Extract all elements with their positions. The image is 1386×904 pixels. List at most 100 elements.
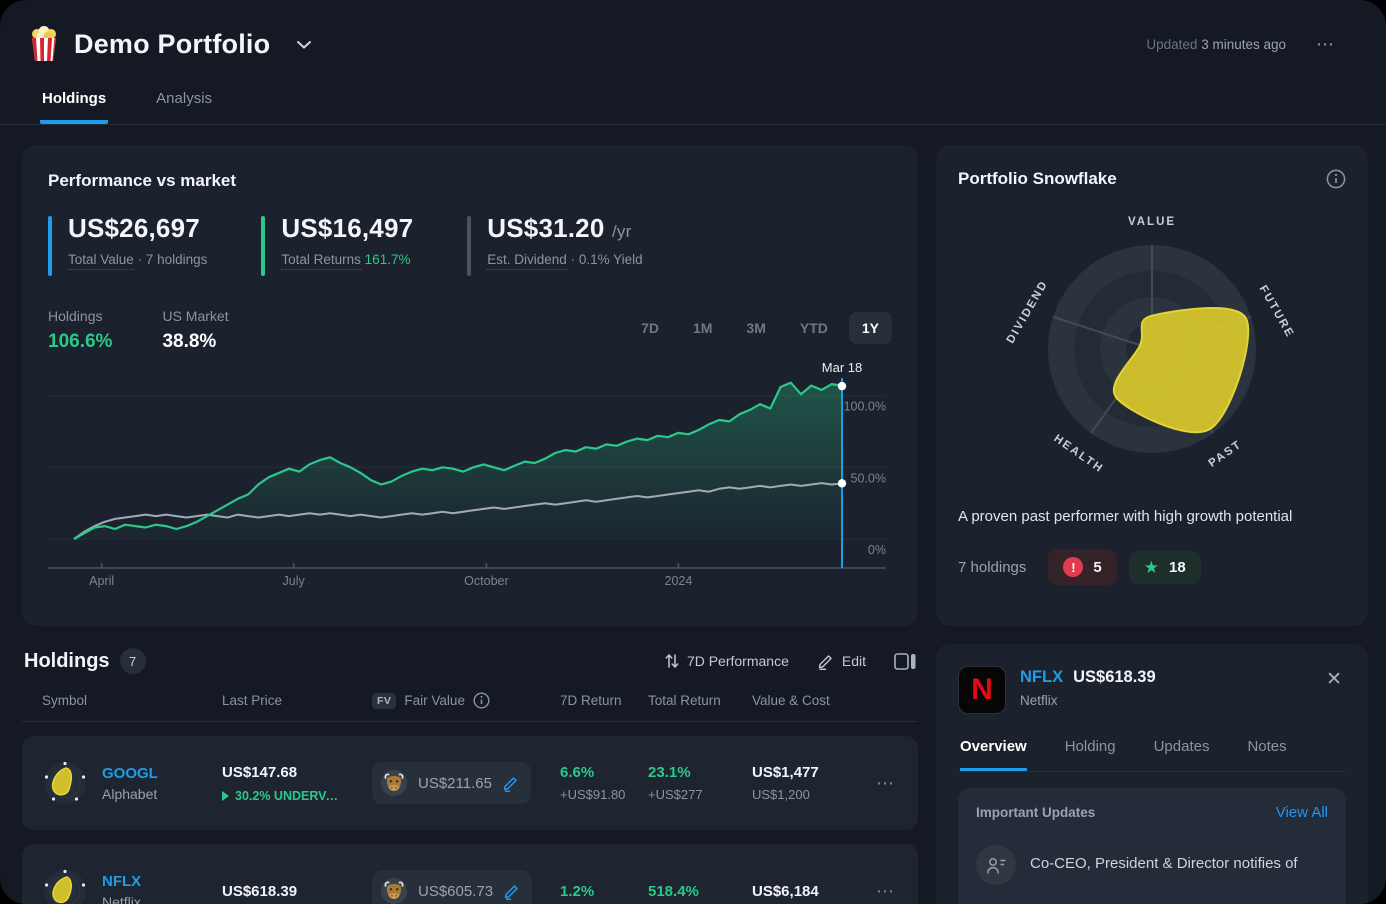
pencil-icon [818,654,832,670]
stat-bar-blue [48,216,52,276]
valuation-flag: 30.2% UNDERVALUED [222,789,372,803]
company-name: Alphabet [102,785,158,802]
col-total-return[interactable]: Total Return [648,693,721,708]
sort-control[interactable]: 7D Performance [665,653,789,669]
header-overflow-menu-icon[interactable]: ⋯ [1316,33,1336,54]
range-3m[interactable]: 3M [746,320,766,336]
fair-value-pill[interactable]: US$211.65 [372,762,531,804]
bull-icon [381,878,407,904]
stock-detail-card: N NFLX US$618.39 Netflix ✕ Overview Hold… [936,644,1368,904]
header: Demo Portfolio Updated 3 minutes ago ⋯ [0,0,1386,62]
snowflake-card: Portfolio Snowflake VALUE FUTURE PAST HEALT… [936,145,1368,626]
time-range-selector: 7D 1M 3M YTD 1Y [628,312,892,344]
mini-snowflake-icon [44,761,86,804]
company-name: Netflix [102,893,141,904]
detail-symbol[interactable]: NFLX [1020,668,1064,686]
alert-icon: ! [1063,557,1084,577]
range-1m[interactable]: 1M [692,320,713,336]
svg-text:VALUE: VALUE [1128,216,1176,228]
svg-text:July: July [283,574,306,588]
fair-value-pill[interactable]: US$605.73 [372,870,533,904]
row-overflow-menu-icon[interactable]: ⋯ [876,880,895,901]
row-overflow-menu-icon[interactable]: ⋯ [876,772,895,793]
7d-return-pct: 1.2% [560,882,595,900]
range-ytd[interactable]: YTD [799,320,828,336]
popcorn-icon [32,26,56,61]
side-panel-toggle-button[interactable] [894,652,916,670]
snowflake-radar-chart[interactable]: VALUE FUTURE PAST HEALTH DIVIDEND [958,189,1346,495]
col-symbol[interactable]: Symbol [42,693,88,708]
7d-return-abs: +US$91.80 [560,787,626,802]
symbol-link[interactable]: GOOGL [102,764,158,782]
mini-snowflake-icon [44,869,86,904]
svg-text:50.0%: 50.0% [851,471,886,485]
total-returns-label: Total Returns 161.7% [281,252,413,270]
holding-value: US$1,477 [752,764,819,781]
star-icon: ★ [1143,557,1159,577]
update-text: Co-CEO, President & Director notifies of [1030,855,1298,872]
snowflake-holdings-count: 7 holdings [958,558,1027,576]
tab-analysis[interactable]: Analysis [156,90,213,107]
svg-text:Mar 18: Mar 18 [822,361,862,375]
stat-bar-gray [467,216,472,276]
edit-fair-value-pencil-icon[interactable] [502,775,519,792]
detail-price: US$618.39 [1073,668,1156,686]
snowflake-info-icon[interactable] [1326,169,1346,189]
stat-est-dividend: US$31.20 /yr Est. Dividend · 0.1% Yield [467,213,643,276]
total-return-abs: +US$277 [648,787,703,802]
col-last-price[interactable]: Last Price [222,693,283,708]
range-7d[interactable]: 7D [641,320,659,336]
svg-text:DIVIDEND: DIVIDEND [1005,278,1051,345]
performance-chart[interactable]: 100.0% 50.0% 0% April July October 2024 Mar 18 [48,361,892,597]
detail-tab-updates[interactable]: Updates [1153,738,1210,755]
total-return-pct: 23.1% [648,764,691,781]
important-updates-panel: Important Updates View All Co-CEO, Presi… [958,788,1346,904]
holding-row-googl[interactable]: GOOGL Alphabet US$147.68 30.2% UNDERVAL U… [22,736,918,830]
holdings-title: Holdings [24,649,110,672]
svg-text:HEALTH: HEALTH [1051,433,1105,476]
col-value-cost[interactable]: Value & Cost [752,693,830,708]
holding-value: US$6,184 [752,882,819,900]
close-icon[interactable]: ✕ [1326,669,1342,690]
holdings-section-header: Holdings 7 7D Performance Edit [24,648,916,674]
total-value-label: Total Value · 7 holdings [68,252,207,270]
page-title: Demo Portfolio [74,28,271,59]
svg-text:0%: 0% [868,543,886,557]
update-item[interactable]: Co-CEO, President & Director notifies of [976,845,1328,885]
risk-badge[interactable]: ! 5 [1048,549,1117,585]
reward-badge[interactable]: ★ 18 [1128,550,1201,584]
stat-total-value: US$26,697 Total Value · 7 holdings [48,213,207,276]
fair-value-info-icon[interactable] [473,692,490,709]
est-dividend-amount: US$31.20 /yr [487,213,632,243]
portfolio-switcher-chevron-icon[interactable] [296,40,312,49]
fv-chip: FV [372,692,397,709]
range-1y[interactable]: 1Y [848,312,892,344]
stat-total-returns: US$16,497 Total Returns 161.7% [261,213,413,276]
detail-tab-holding[interactable]: Holding [1064,738,1116,755]
7d-return-pct: 6.6% [560,764,595,781]
edit-button[interactable]: Edit [817,653,866,670]
holdings-table-header: Symbol Last Price FV Fair Value 7D Retur… [22,674,918,722]
holding-cost: US$1,200 [752,787,810,802]
snowflake-title: Portfolio Snowflake [958,169,1117,188]
holding-row-nflx[interactable]: NFLX Netflix US$618.39 [22,844,918,904]
total-return-pct: 518.4% [648,882,699,900]
undervalued-triangle-icon [222,790,229,801]
legend-holdings: Holdings 106.6% [48,308,113,352]
stat-bar-green [261,216,266,276]
total-returns-amount: US$16,497 [281,213,414,243]
tab-holdings[interactable]: Holdings [40,76,109,124]
last-price: US$618.39 [222,882,298,900]
top-tabs: Holdings Analysis [0,76,1386,125]
chart-legend: Holdings 106.6% US Market 38.8% [48,308,229,353]
svg-text:October: October [464,574,508,588]
col-fair-value[interactable]: FV Fair Value [372,692,560,709]
view-all-link[interactable]: View All [1275,804,1328,821]
edit-fair-value-pencil-icon[interactable] [503,883,520,900]
detail-tab-notes[interactable]: Notes [1247,738,1287,755]
col-7d-return[interactable]: 7D Return [560,693,622,708]
performance-title: Performance vs market [48,171,237,190]
symbol-link[interactable]: NFLX [102,872,142,890]
total-value-amount: US$26,697 [68,213,200,243]
detail-tab-overview[interactable]: Overview [960,738,1027,771]
